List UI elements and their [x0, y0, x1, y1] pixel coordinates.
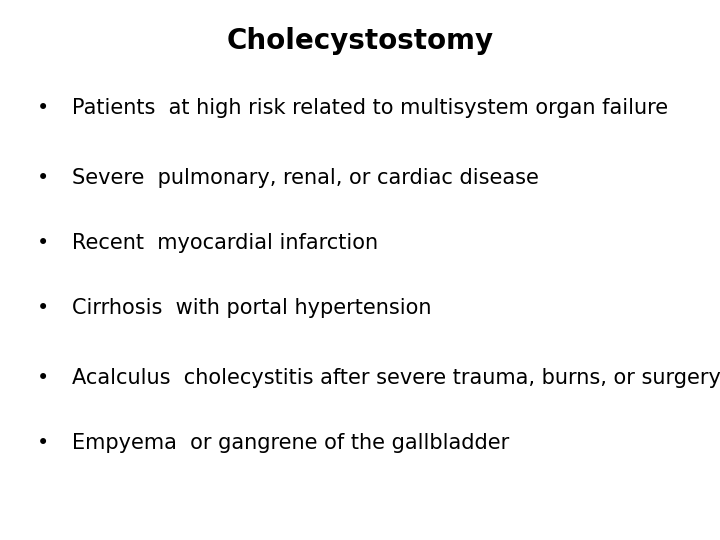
- Text: •: •: [37, 368, 50, 388]
- Text: •: •: [37, 298, 50, 318]
- Text: Recent  myocardial infarction: Recent myocardial infarction: [72, 233, 378, 253]
- Text: •: •: [37, 233, 50, 253]
- Text: Cholecystostomy: Cholecystostomy: [226, 27, 494, 55]
- Text: Cirrhosis  with portal hypertension: Cirrhosis with portal hypertension: [72, 298, 431, 318]
- Text: Empyema  or gangrene of the gallbladder: Empyema or gangrene of the gallbladder: [72, 433, 509, 453]
- Text: •: •: [37, 98, 50, 118]
- Text: Acalculus  cholecystitis after severe trauma, burns, or surgery: Acalculus cholecystitis after severe tra…: [72, 368, 720, 388]
- Text: •: •: [37, 168, 50, 188]
- Text: Patients  at high risk related to multisystem organ failure: Patients at high risk related to multisy…: [72, 98, 668, 118]
- Text: •: •: [37, 433, 50, 453]
- Text: Severe  pulmonary, renal, or cardiac disease: Severe pulmonary, renal, or cardiac dise…: [72, 168, 539, 188]
